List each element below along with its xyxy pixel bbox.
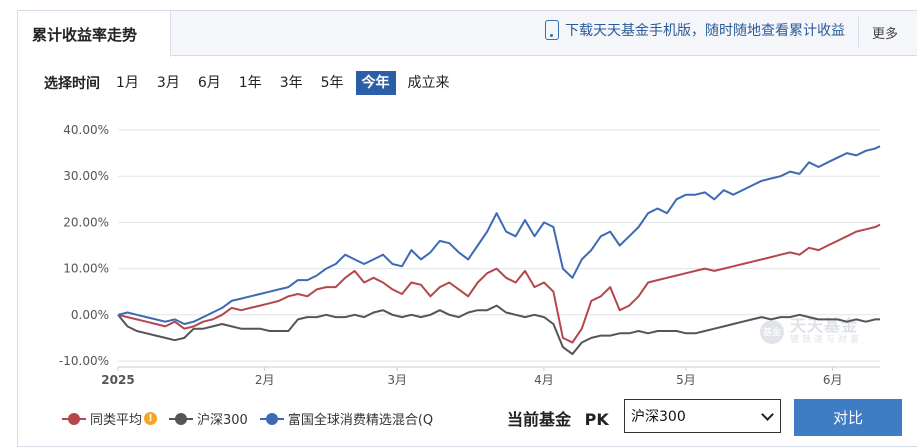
benchmark-select-value: 沪深300 [631,409,686,425]
time-option-5y[interactable]: 5年 [320,75,344,91]
series-line-2 [117,145,881,325]
time-option-6m[interactable]: 6月 [197,75,221,91]
watermark-logo: 基金 [760,319,784,344]
time-option-since-inception[interactable]: 成立来 [407,75,450,91]
y-tick-label: 40.00% [63,123,109,137]
legend-marker-blue [259,412,284,425]
cumulative-return-chart: 40.00% 30.00% 20.00% 10.00% 0.00% -10.00% 2025… [59,123,881,387]
legend-label: 同类平均 [90,413,143,428]
watermark-slogan: 镀铁泼与财富 [790,335,863,345]
legend-item-fund[interactable]: 富国全球消费精选混合(Q [259,409,434,428]
x-tick-label: 5月 [676,373,696,387]
time-range-selector: 选择时间 1月 3月 6月 1年 3年 5年 今年 成立来 [44,70,462,96]
time-option-1m[interactable]: 1月 [116,75,139,91]
more-link[interactable]: 更多 [872,27,899,42]
legend-label: 沪深300 [197,413,248,428]
app-promo[interactable]: 下载天天基金手机版，随时随地查看累计收益 [545,20,845,40]
legend-item-csi300[interactable]: 沪深300 [169,409,248,428]
tab-cumulative-return[interactable]: 累计收益率走势 [17,10,171,57]
series-line-1 [117,304,880,356]
time-option-1y[interactable]: 1年 [238,75,262,91]
legend-marker-red [62,412,86,425]
x-tick-label: 3月 [387,373,407,387]
y-tick-label: -10.00% [59,354,109,368]
app-promo-link[interactable]: 下载天天基金手机版，随时随地查看累计收益 [565,23,845,39]
legend-marker-gray [169,412,194,425]
y-tick-label: 10.00% [63,262,109,276]
y-tick-label: 30.00% [63,169,109,183]
benchmark-select[interactable]: 沪深300 [624,399,781,433]
header-divider [858,17,859,47]
x-tick-label: 2月 [255,373,275,387]
legend-label: 富国全球消费精选混合(Q [287,413,434,428]
x-tick-label: 6月 [823,373,843,387]
series-line-0 [117,223,881,344]
chevron-down-icon [761,407,774,421]
mobile-phone-icon [545,20,559,40]
time-option-3y[interactable]: 3年 [279,75,303,91]
time-selector-label: 选择时间 [44,76,100,92]
x-tick-label: 2025 [101,373,134,387]
legend-item-category-average[interactable]: 同类平均 ! [62,409,158,428]
y-tick-label: 20.00% [63,215,109,229]
compare-button[interactable]: 对比 [794,399,902,436]
x-tick-label: 4月 [534,373,554,387]
tab-title: 累计收益率走势 [32,26,138,44]
pk-label: PK [584,410,609,429]
y-tick-label: 0.00% [71,308,109,322]
current-fund-label: 当前基金 [507,410,572,429]
time-option-3m[interactable]: 3月 [156,75,180,91]
time-option-ytd[interactable]: 今年 [355,71,396,95]
info-warning-icon[interactable]: ! [144,412,158,425]
chart-legend: 同类平均 ! 沪深300 富国全球消费精选混合(Q [62,409,445,428]
compare-label: 当前基金 PK [507,406,609,430]
